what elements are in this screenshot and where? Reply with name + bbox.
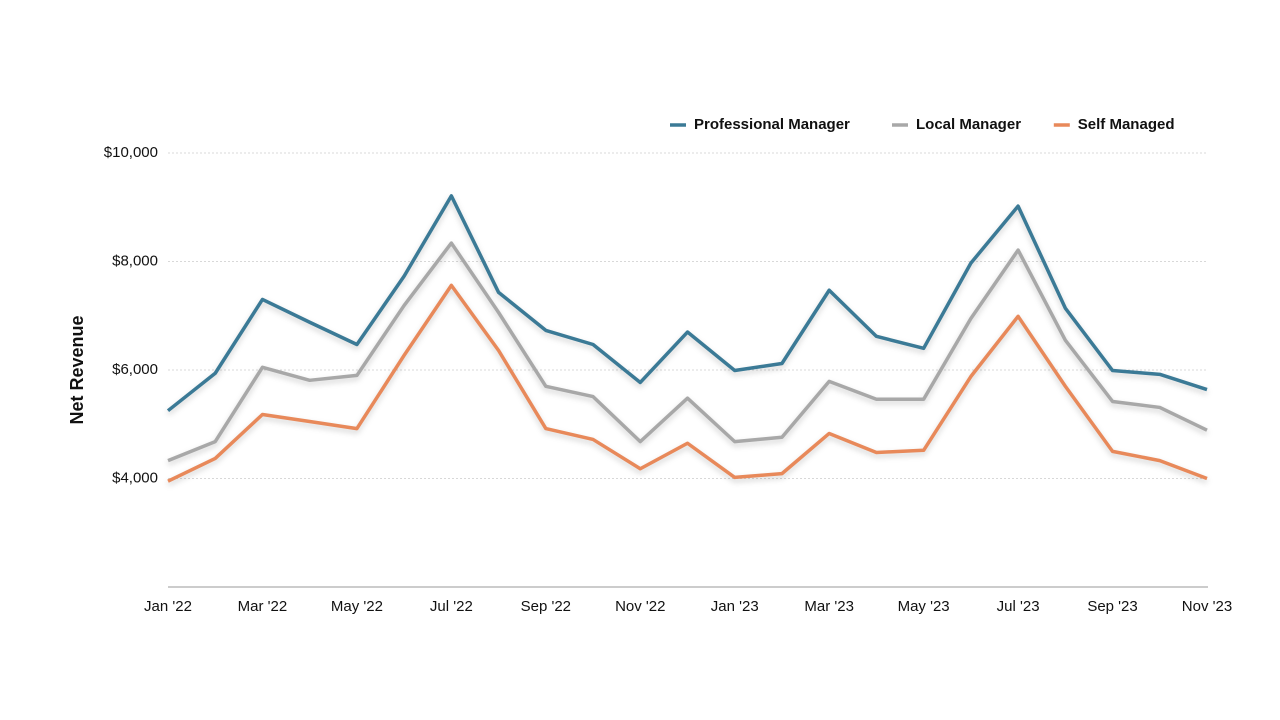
x-tick-label: Mar '23 bbox=[804, 598, 854, 615]
legend-label: Local Manager bbox=[916, 116, 1021, 133]
x-tick-label: Sep '22 bbox=[521, 598, 571, 615]
legend-label: Professional Manager bbox=[694, 116, 850, 133]
x-tick-label: Nov '22 bbox=[615, 598, 665, 615]
x-tick-label: Jul '22 bbox=[430, 598, 473, 615]
x-tick-label: Nov '23 bbox=[1182, 598, 1232, 615]
x-tick-label: Mar '22 bbox=[238, 598, 288, 615]
y-tick-label: $4,000 bbox=[112, 469, 158, 486]
y-tick-label: $6,000 bbox=[112, 361, 158, 378]
x-tick-label: May '23 bbox=[898, 598, 950, 615]
y-axis-title: Net Revenue bbox=[67, 315, 87, 424]
x-tick-label: May '22 bbox=[331, 598, 383, 615]
x-tick-label: Jul '23 bbox=[997, 598, 1040, 615]
series-line bbox=[167, 241, 1208, 463]
series-line bbox=[167, 283, 1208, 483]
x-tick-label: Sep '23 bbox=[1087, 598, 1137, 615]
series-line bbox=[166, 194, 1208, 413]
legend-label: Self Managed bbox=[1078, 116, 1175, 133]
y-tick-label: $8,000 bbox=[112, 252, 158, 269]
x-tick-label: Jan '22 bbox=[144, 598, 192, 615]
x-tick-label: Jan '23 bbox=[711, 598, 759, 615]
y-tick-label: $10,000 bbox=[104, 144, 158, 161]
